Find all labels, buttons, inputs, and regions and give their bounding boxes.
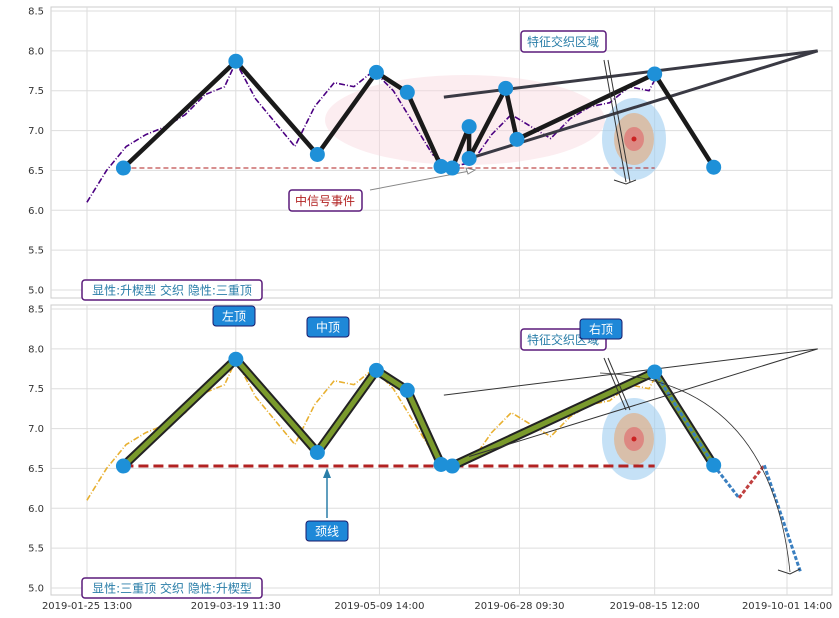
- annotation-neckline: 颈线: [305, 520, 349, 542]
- bottom-projection-cap: [777, 568, 801, 575]
- bottom-pivot-2: [309, 444, 325, 460]
- bottom-projection-segment-2: [737, 464, 766, 499]
- top-pivot-9: [498, 80, 514, 96]
- annotation-interlace-top-text: 特征交织区域: [527, 34, 599, 49]
- bottom-ytick-label-5: 6.0: [28, 504, 44, 515]
- top-ytick-label-4: 6.5: [28, 166, 44, 177]
- bottom-projection-segment-3: [762, 464, 803, 574]
- top-ytick-label-7: 5.0: [28, 286, 44, 297]
- xtick-label-3: 2019-06-28 09:30: [474, 601, 564, 612]
- xtick-label-5: 2019-10-01 14:00: [742, 601, 832, 612]
- bottom-ytick-label-7: 5.0: [28, 584, 44, 595]
- top-ytick-label-0: 8.5: [28, 7, 44, 18]
- top-pivot-0: [115, 160, 131, 176]
- top-pivot-8: [461, 150, 477, 166]
- bottom-ytick-label-4: 6.5: [28, 464, 44, 475]
- top-ytick-label-6: 5.5: [28, 246, 44, 257]
- caption-bottom-text: 显性:三重顶 交织 隐性:升楔型: [92, 581, 252, 596]
- top-interlace-zone: [325, 75, 605, 165]
- neckline-arrow-head: [323, 468, 331, 478]
- bottom-projection-arc: [599, 372, 791, 573]
- xtick-label-1: 2019-03-19 11:30: [191, 601, 281, 612]
- bottom-pivot-5: [433, 456, 449, 472]
- annotation-left-top: 左顶: [212, 305, 256, 327]
- top-pointer-line-a: [603, 59, 627, 183]
- annotation-neckline-text: 颈线: [315, 525, 339, 539]
- top-signal-arrowhead: [465, 167, 477, 175]
- top-ytick-label-2: 7.5: [28, 86, 44, 97]
- bottom-trend-line-1: [469, 348, 818, 457]
- bottom-pivot-1: [228, 351, 244, 367]
- top-pointer-line-b: [607, 59, 631, 183]
- top-pivot-2: [309, 146, 325, 162]
- overlay-layer: [323, 59, 801, 575]
- bottom-ytick-label-0: 8.5: [28, 305, 44, 316]
- annotation-interlace-top: 特征交织区域: [520, 30, 607, 53]
- xtick-label-2: 2019-05-09 14:00: [334, 601, 424, 612]
- annotation-right-top: 右顶: [579, 318, 623, 340]
- annotation-left-top-text: 左顶: [222, 309, 246, 324]
- bottom-ytick-label-2: 7.5: [28, 384, 44, 395]
- top-pivot-5: [433, 158, 449, 174]
- bottom-ytick-label-1: 8.0: [28, 344, 44, 355]
- top-pivot-12: [706, 159, 722, 175]
- top-pointer-cap: [613, 179, 637, 185]
- top-ytick-label-1: 8.0: [28, 46, 44, 57]
- top-price-line: [86, 60, 659, 203]
- grid-layer: [51, 7, 832, 595]
- top-trend-line-1: [468, 49, 819, 160]
- bottom-pivot-6: [444, 458, 460, 474]
- bottom-target-dot: [631, 436, 637, 442]
- shade-layer: [325, 75, 666, 480]
- bottom-trend-line-0: [443, 348, 818, 396]
- caption-top-text: 显性:升楔型 交织 隐性:三重顶: [92, 283, 252, 298]
- bottom-pivot-4: [399, 382, 415, 398]
- top-pivot-3: [368, 64, 384, 80]
- annotation-signal-top: 中信号事件: [288, 189, 363, 212]
- bottom-pivot-3: [368, 362, 384, 378]
- bottom-pivot-8: [706, 457, 722, 473]
- annotation-middle-top: 中顶: [306, 316, 350, 338]
- annotation-middle-top-text: 中顶: [316, 320, 340, 335]
- top-pivot-4: [399, 84, 415, 100]
- xtick-label-0: 2019-01-25 13:00: [42, 601, 132, 612]
- bottom-ytick-label-6: 5.5: [28, 544, 44, 555]
- top-ytick-label-3: 7.0: [28, 126, 44, 137]
- axis-layer: 8.5 8.0 7.5 7.0 6.5 6.0 5.5 5.0 8.5 8.0 7.5 7.0 6.5 6…: [28, 7, 832, 613]
- bottom-projection-segment-0: [653, 371, 715, 467]
- xtick-label-4: 2019-08-15 12:00: [610, 601, 700, 612]
- top-pivot-1: [228, 53, 244, 69]
- bottom-ytick-label-3: 7.0: [28, 424, 44, 435]
- bottom-pointer-line-b: [607, 357, 631, 411]
- top-pivot-10: [509, 131, 525, 147]
- top-ytick-label-5: 6.0: [28, 206, 44, 217]
- annotation-signal-top-text: 中信号事件: [295, 193, 355, 208]
- pivot-layer: [115, 53, 722, 474]
- bottom-pivot-0: [115, 458, 131, 474]
- top-pivot-11: [647, 66, 663, 82]
- caption-bottom: 显性:三重顶 交织 隐性:升楔型: [81, 577, 263, 599]
- bottom-pivot-7: [647, 364, 663, 380]
- top-pivot-6: [444, 160, 460, 176]
- top-pivot-7: [461, 119, 477, 135]
- annotation-right-top-text: 右顶: [589, 322, 613, 337]
- bottom-pointer-line-a: [603, 357, 627, 411]
- caption-top: 显性:升楔型 交织 隐性:三重顶: [81, 279, 263, 301]
- top-target-dot: [631, 136, 637, 142]
